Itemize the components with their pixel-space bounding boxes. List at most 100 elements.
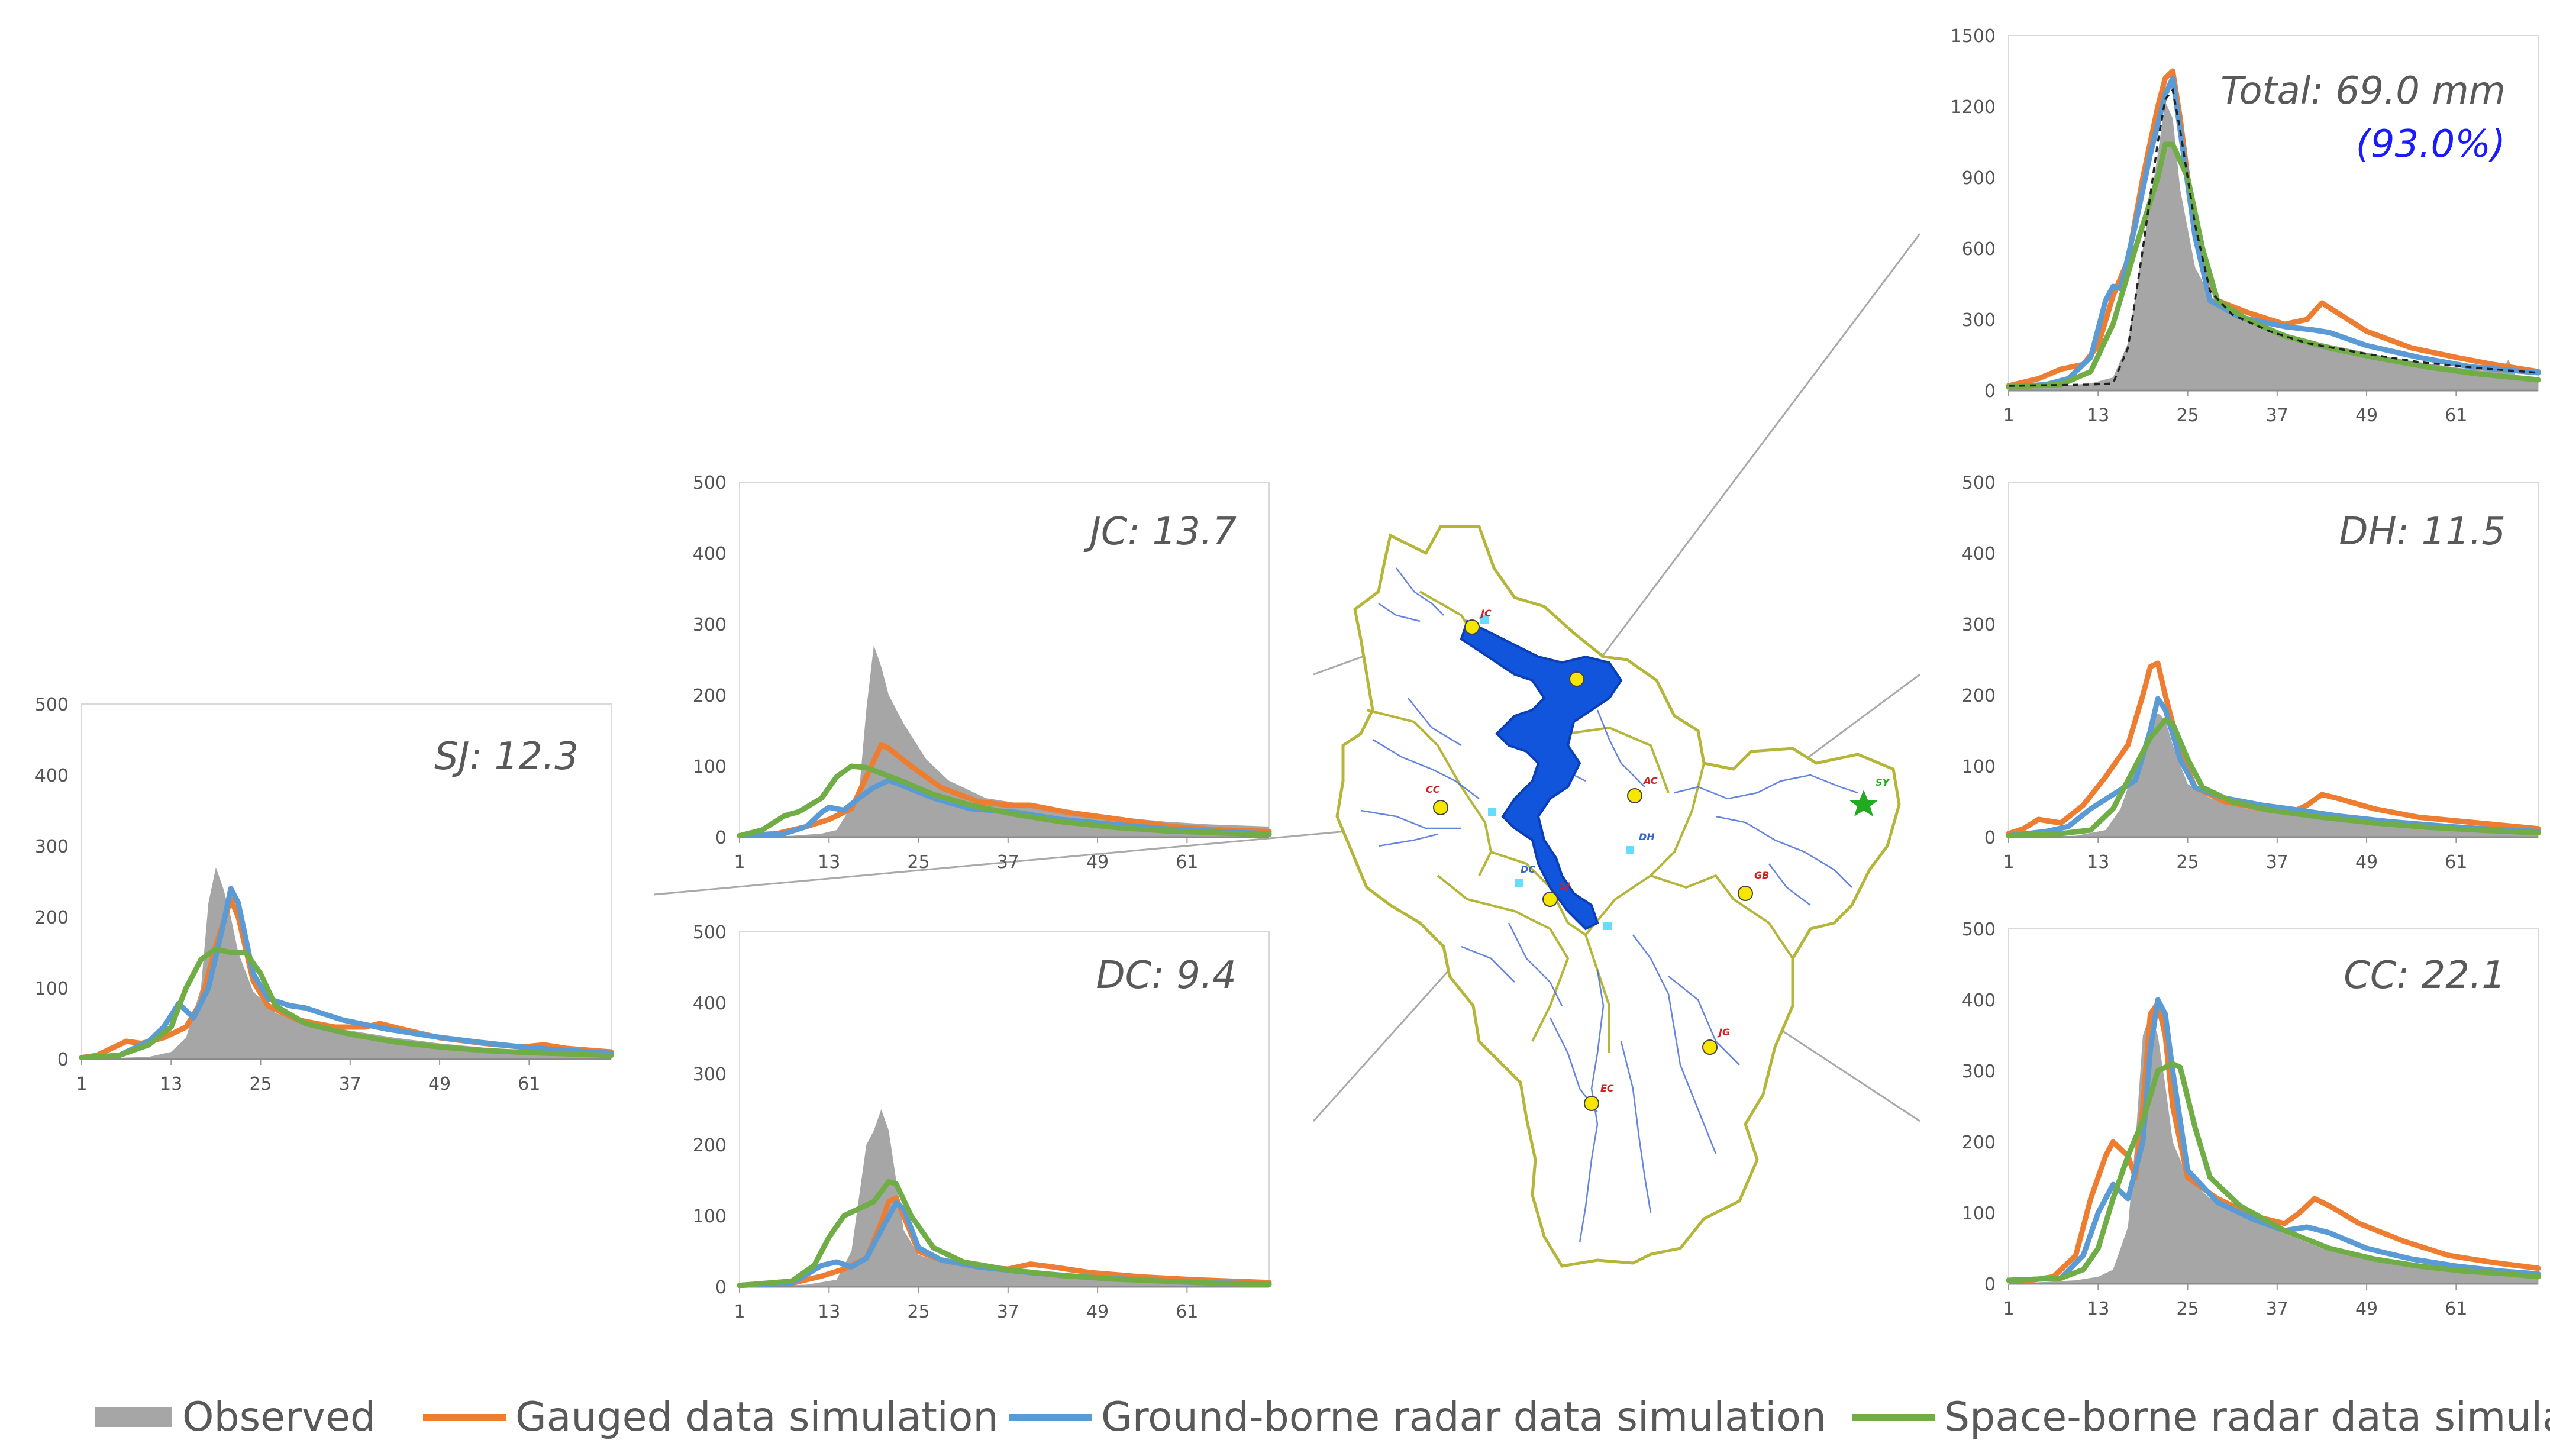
series-gauged-line (737, 1195, 1272, 1289)
outlet-markers (1480, 615, 1634, 930)
station-marker (1464, 619, 1480, 635)
y-tick-label: 600 (1962, 239, 1996, 260)
map-label-ac: AC (1642, 775, 1658, 786)
x-tick-label: 25 (907, 852, 929, 873)
map-label-sy: SY (1876, 777, 1890, 788)
y-tick-label: 400 (35, 766, 69, 786)
series-space-line (79, 946, 614, 1061)
station-marker (1569, 671, 1584, 687)
legend-item-ground: Ground-borne radar data simulation (1009, 1384, 1826, 1449)
y-tick-label: 400 (693, 993, 727, 1014)
legend-item-gauged: Gauged data simulation (423, 1384, 999, 1449)
station-marker (1433, 800, 1448, 815)
y-tick-label: 0 (715, 828, 727, 848)
x-tick-label: 37 (997, 1302, 1019, 1322)
connector-total-line (1596, 233, 1921, 663)
x-tick-label: 1 (2003, 1299, 2014, 1319)
legend-swatch-ground (1009, 1413, 1092, 1421)
gauge-stations (1433, 619, 1753, 1111)
x-tick-label: 25 (2176, 405, 2199, 426)
y-tick-label: 0 (1984, 1274, 1996, 1295)
y-tick-label: 100 (35, 979, 69, 999)
x-tick-label: 37 (997, 852, 1019, 873)
map-label-cc: CC (1426, 784, 1440, 795)
x-tick-label: 25 (2176, 1299, 2199, 1319)
y-tick-label: 400 (1962, 990, 1996, 1011)
outlet-marker (1626, 846, 1634, 854)
x-tick-label: 13 (818, 852, 840, 873)
station-marker (1542, 892, 1558, 907)
legend-swatch-gauged (423, 1413, 506, 1421)
y-tick-label: 500 (35, 695, 69, 715)
map-label-sj: SJ (1560, 880, 1570, 892)
x-tick-label: 1 (734, 1302, 745, 1322)
y-tick-label: 200 (693, 686, 727, 706)
legend-label-gauged: Gauged data simulation (515, 1393, 999, 1441)
chart-label: DH: 11.5 (2339, 510, 2506, 554)
observed-area (2009, 102, 2538, 390)
y-tick-label: 200 (35, 908, 69, 928)
x-tick-label: 25 (907, 1302, 929, 1322)
legend: Observed Gauged data simulation Ground-b… (0, 1384, 2550, 1449)
x-tick-label: 61 (1176, 1302, 1198, 1322)
station-marker (1584, 1096, 1599, 1111)
chart-cc: 0 100 200 300 400 500 1 13 25 37 49 61 CC: 22.1 (1962, 919, 2541, 1319)
outlet-marker (1603, 922, 1612, 930)
x-tick-label: 49 (2355, 852, 2378, 873)
x-tick-label: 1 (734, 852, 745, 873)
y-tick-label: 500 (693, 473, 727, 493)
plot-frame (81, 703, 612, 1060)
outlet-marker (1488, 808, 1496, 816)
sy-station-star (1849, 790, 1878, 816)
x-tick-label: 61 (1176, 852, 1198, 873)
legend-label-ground: Ground-borne radar data simulation (1101, 1393, 1827, 1441)
y-tick-label: 0 (715, 1277, 727, 1298)
x-tick-label: 49 (2355, 1299, 2378, 1319)
series-ground-line (2006, 997, 2541, 1283)
y-tick-label: 400 (693, 544, 727, 564)
x-tick-label: 61 (2445, 1299, 2467, 1319)
series-ground-line (737, 777, 1272, 839)
legend-swatch-space (1852, 1413, 1935, 1421)
chart-dc: 0 100 200 300 400 500 1 13 25 37 49 61 DC: 9.4 (693, 922, 1272, 1322)
reservoir (1460, 619, 1623, 931)
outlet-marker (1480, 615, 1489, 624)
x-tick-label: 61 (2445, 405, 2467, 426)
x-tick-label: 37 (2266, 852, 2288, 873)
x-tick-label: 37 (2266, 405, 2288, 426)
x-tick-label: 13 (2087, 1299, 2109, 1319)
y-tick-label: 300 (693, 615, 727, 635)
series-gauged-line (737, 742, 1272, 839)
y-tick-label: 200 (1962, 1132, 1996, 1153)
map-label-ec: EC (1600, 1083, 1614, 1094)
x-tick-label: 1 (2003, 852, 2014, 873)
observed-area (2009, 1014, 2538, 1284)
series-space-line (737, 763, 1272, 839)
x-tick-label: 13 (818, 1302, 840, 1322)
plot-frame (739, 931, 1270, 1287)
observed-area (2009, 713, 2538, 837)
legend-swatch-observed (95, 1407, 172, 1427)
series-space-line (2006, 141, 2541, 390)
chart-sj: 0 100 200 300 400 500 1 13 25 37 49 61 SJ: 12.3 (35, 695, 614, 1095)
y-tick-label: 300 (1962, 615, 1996, 635)
legend-item-observed: Observed (95, 1384, 376, 1449)
series-space-line (2006, 1061, 2541, 1283)
series-gauged-line (2006, 1000, 2541, 1283)
map-label-jc: JC (1479, 608, 1492, 619)
x-tick-label: 13 (2087, 852, 2109, 873)
y-tick-label: 200 (693, 1135, 727, 1156)
x-tick-label: 61 (2445, 852, 2467, 873)
percent-label: (93.0%) (2356, 122, 2506, 166)
y-tick-label: 0 (1984, 828, 1996, 848)
y-tick-label: 900 (1962, 168, 1996, 189)
y-tick-label: 100 (693, 1206, 727, 1227)
reference-dashed-line (2008, 87, 2539, 387)
x-tick-label: 49 (428, 1074, 451, 1095)
legend-item-space: Space-borne radar data simulation (1852, 1384, 2550, 1449)
map-label-dh: DH (1639, 831, 1655, 842)
x-tick-label: 1 (2003, 405, 2014, 426)
x-tick-label: 13 (2087, 405, 2109, 426)
y-tick-label: 300 (693, 1064, 727, 1085)
